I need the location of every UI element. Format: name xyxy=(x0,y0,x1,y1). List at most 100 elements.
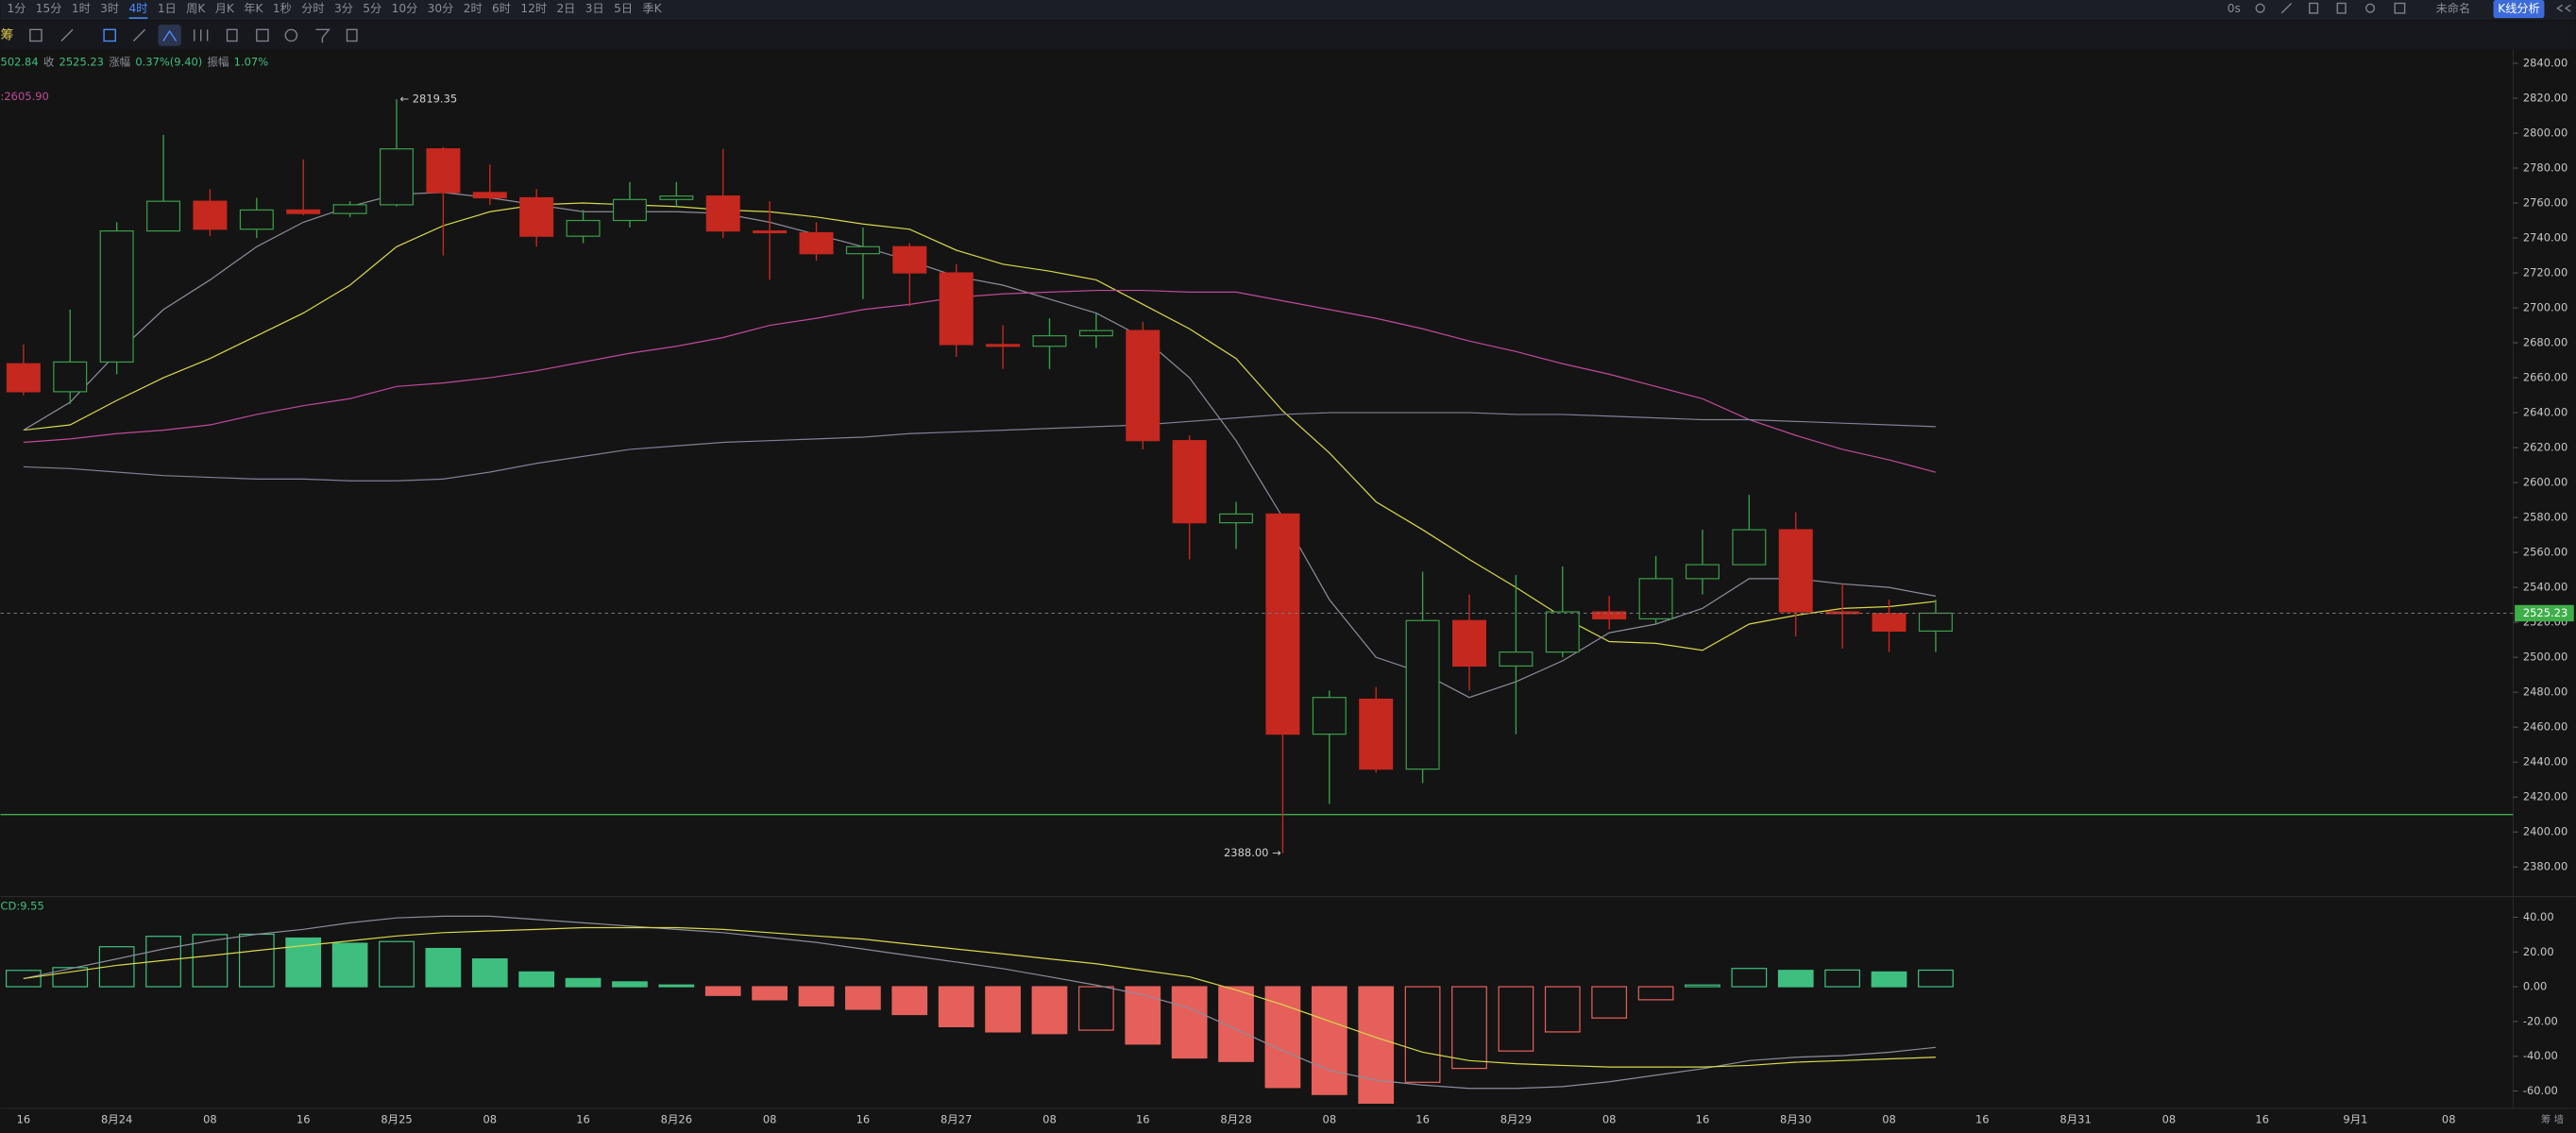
candle-body xyxy=(612,198,647,222)
period-button[interactable]: 5分 xyxy=(363,2,381,15)
macd-bar xyxy=(1591,986,1628,1019)
x-tick-label: 08 xyxy=(2442,1113,2456,1126)
period-button[interactable]: 季K xyxy=(642,2,662,15)
x-tick-label: 08 xyxy=(483,1113,497,1126)
tool-icon[interactable] xyxy=(194,29,209,42)
y-tick-label: 2620.00 xyxy=(2523,441,2568,454)
tool-icon[interactable] xyxy=(226,28,238,42)
period-button[interactable]: 5日 xyxy=(614,2,633,15)
ma-line xyxy=(23,289,1937,473)
tool-icon[interactable] xyxy=(315,28,330,43)
candle-body xyxy=(1126,330,1161,442)
x-tick-label: 8月29 xyxy=(1500,1113,1532,1126)
top-icon[interactable] xyxy=(2309,2,2319,14)
period-button[interactable]: 6时 xyxy=(492,2,511,15)
ma-line xyxy=(23,202,1936,651)
y-tick-label: -60.00 xyxy=(2523,1084,2558,1097)
tool-highlight[interactable] xyxy=(158,25,181,46)
macd-bar xyxy=(518,971,555,988)
high-label: ← 2819.35 xyxy=(399,93,457,106)
x-tick-label: 8月30 xyxy=(1780,1113,1811,1126)
tool-icon[interactable] xyxy=(29,28,42,42)
period-button[interactable]: 月K xyxy=(215,2,235,15)
candle-body xyxy=(286,209,321,214)
period-button[interactable]: 10分 xyxy=(392,2,418,15)
period-button[interactable]: 3日 xyxy=(585,2,604,15)
macd-bar xyxy=(1078,986,1114,1031)
x-tick-label: 8月27 xyxy=(941,1113,972,1126)
tool-icon[interactable] xyxy=(103,28,116,42)
tool-icon[interactable] xyxy=(162,29,178,42)
macd-bar xyxy=(1637,986,1674,1001)
top-icon[interactable] xyxy=(2336,2,2347,14)
macd-bar xyxy=(1451,986,1487,1070)
ma-label: :2605.90 xyxy=(1,90,49,103)
macd-line xyxy=(23,915,1936,1090)
period-button[interactable]: 年K xyxy=(244,2,263,15)
analysis-button-bg[interactable] xyxy=(2493,0,2545,19)
period-button[interactable]: 2日 xyxy=(556,2,575,15)
y-tick-label: 2840.00 xyxy=(2523,56,2568,69)
top-icon[interactable] xyxy=(2280,2,2293,14)
top-icon[interactable] xyxy=(2255,3,2265,13)
candle-body xyxy=(1499,651,1534,668)
x-tick-label: 08 xyxy=(203,1113,217,1126)
candle-body xyxy=(1638,578,1673,620)
candle-body xyxy=(519,196,554,237)
macd-bar xyxy=(891,986,928,1016)
macd-bar xyxy=(798,986,835,1006)
period-button[interactable]: 2时 xyxy=(464,2,483,15)
macd-bar xyxy=(704,986,741,996)
x-tick-label: 8月24 xyxy=(101,1113,132,1126)
layout-name[interactable]: 未命名 xyxy=(2436,1,2470,15)
period-button[interactable]: 3分 xyxy=(334,2,353,15)
macd-bar xyxy=(1544,986,1581,1033)
tool-icon[interactable] xyxy=(346,28,358,42)
tool-icon[interactable] xyxy=(256,28,269,42)
corner-text: 筹 墙 xyxy=(2541,1113,2564,1125)
x-tick-label: 08 xyxy=(2162,1113,2177,1126)
candle-body xyxy=(1172,440,1207,524)
period-button[interactable]: 3时 xyxy=(100,2,119,15)
macd-bar xyxy=(379,940,415,988)
period-button[interactable]: 15分 xyxy=(36,2,62,15)
y-tick-label: 40.00 xyxy=(2523,910,2554,923)
drawing-tools[interactable] xyxy=(29,2,2571,46)
period-button[interactable]: 12时 xyxy=(520,2,547,15)
analysis-button[interactable]: K线分析 xyxy=(2498,2,2539,15)
macd-bar xyxy=(1731,968,1768,988)
y-tick-label: 2740.00 xyxy=(2523,231,2568,245)
left-tab[interactable]: 筹 xyxy=(1,26,14,42)
period-button[interactable]: 周K xyxy=(186,2,206,15)
candle-body xyxy=(892,245,927,274)
y-tick-label: -40.00 xyxy=(2523,1049,2558,1062)
period-button[interactable]: 分时 xyxy=(301,2,324,15)
macd-bar xyxy=(1685,984,1720,988)
candle-body xyxy=(1872,613,1907,633)
period-button[interactable]: 4时 xyxy=(129,2,148,15)
candle-body xyxy=(146,200,181,232)
top-icon[interactable] xyxy=(2556,4,2571,12)
period-button[interactable]: 1日 xyxy=(158,2,177,15)
y-tick-label: -20.00 xyxy=(2523,1014,2558,1027)
top-icon[interactable] xyxy=(2394,2,2406,14)
candle-body xyxy=(426,148,461,194)
y-tick-label: 2420.00 xyxy=(2523,790,2568,803)
period-button[interactable]: 30分 xyxy=(428,2,454,15)
candle-body xyxy=(1545,611,1580,653)
tool-icon[interactable] xyxy=(60,28,74,42)
period-button[interactable]: 1时 xyxy=(72,2,91,15)
y-tick-label: 2820.00 xyxy=(2523,91,2568,104)
top-icon[interactable] xyxy=(2365,3,2376,13)
macd-bar xyxy=(985,986,1021,1033)
tool-icon[interactable] xyxy=(284,28,298,42)
candle-body xyxy=(472,192,507,199)
period-button[interactable]: 1分 xyxy=(7,2,25,15)
period-button[interactable]: 1秒 xyxy=(273,2,292,15)
tool-icon[interactable] xyxy=(132,28,146,42)
info-text: 涨幅 xyxy=(109,56,130,69)
candle-body xyxy=(1918,612,1953,633)
candle-body xyxy=(1778,529,1813,613)
